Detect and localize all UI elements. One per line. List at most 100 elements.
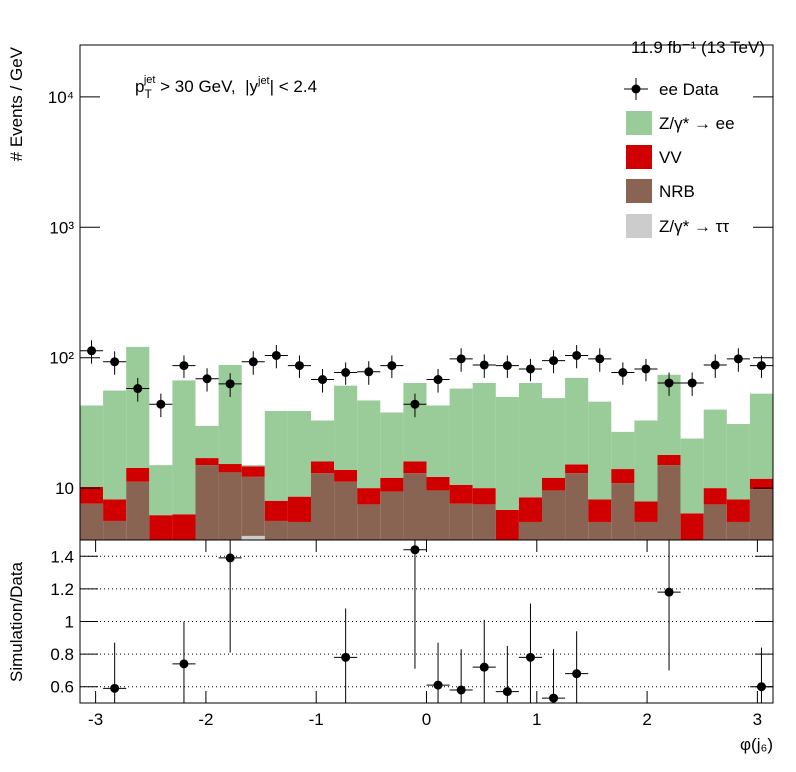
stack-segment	[103, 520, 127, 540]
data-point	[502, 361, 512, 371]
stack-segment	[495, 509, 519, 540]
stack-segment	[334, 481, 358, 540]
stack-segment	[149, 465, 173, 516]
legend-swatch	[626, 111, 652, 135]
data-point	[456, 685, 466, 695]
stack-segment	[518, 497, 542, 522]
data-point	[525, 652, 535, 662]
stack-segment	[311, 473, 335, 540]
data-point	[525, 364, 535, 374]
stack-segment	[403, 473, 427, 540]
data-point	[664, 378, 674, 388]
data-point	[549, 356, 559, 366]
main-plot	[80, 340, 773, 540]
stack-segment	[357, 400, 381, 489]
data-point	[664, 587, 674, 597]
data-point	[433, 680, 443, 690]
stack-segment	[218, 472, 242, 540]
stack-segment	[126, 346, 150, 468]
stack-segment	[357, 488, 381, 505]
stack-segment	[287, 411, 311, 497]
stack-segment	[565, 473, 589, 540]
legend-label: Z/γ* → ee	[659, 114, 735, 133]
stack-segment	[749, 393, 773, 479]
x-tick-label: -2	[198, 710, 213, 729]
data-point	[479, 662, 489, 672]
stack-segment	[495, 396, 519, 510]
legend-swatch	[626, 214, 652, 238]
stack-segment	[241, 465, 265, 467]
legend-label: Z/γ* → ττ	[659, 217, 729, 236]
data-point	[156, 399, 166, 409]
data-point	[618, 368, 628, 378]
stack-segment	[334, 469, 358, 482]
stack-segment	[149, 515, 173, 540]
stack-segment	[703, 409, 727, 489]
stack-segment	[657, 454, 681, 466]
stack-segment	[611, 483, 635, 540]
stack-segment	[334, 385, 358, 470]
stack-segment	[103, 499, 127, 521]
data-point	[572, 350, 582, 360]
stack-segment	[588, 521, 612, 540]
stack-segment	[426, 476, 450, 491]
data-point	[202, 374, 212, 384]
data-point	[110, 683, 120, 693]
stack-segment	[195, 465, 219, 540]
legend-label: ee Data	[659, 80, 719, 99]
annotation-part: | < 2.4	[270, 77, 317, 96]
x-tick-label: 2	[642, 710, 651, 729]
data-point	[225, 379, 235, 389]
data-point	[133, 384, 143, 394]
chart-title: 11.9 fb⁻¹ (13 TeV)	[631, 38, 765, 57]
data-point	[179, 361, 189, 371]
stack-segment	[80, 405, 104, 487]
stack-segment	[703, 504, 727, 540]
data-point	[225, 553, 235, 563]
stack-segment	[726, 499, 750, 522]
data-point	[341, 368, 351, 378]
stack-segment	[103, 390, 127, 500]
y-tick-label: 1.2	[50, 580, 74, 599]
stack-segment	[726, 521, 750, 540]
stack-segment	[426, 490, 450, 540]
y-tick-label: 10³	[49, 218, 74, 237]
stack-segment	[357, 504, 381, 540]
stack-segment	[518, 521, 542, 540]
data-point	[710, 360, 720, 370]
stack-segment	[472, 504, 496, 540]
y-axis-label: # Events / GeV	[7, 46, 26, 161]
stack-segment	[403, 461, 427, 474]
stack-segment	[449, 484, 473, 504]
annotation-part: jet	[143, 74, 156, 86]
data-point	[502, 687, 512, 697]
stack-segment	[542, 490, 566, 540]
stack-segment	[380, 477, 404, 492]
y-tick-label: 1.4	[50, 547, 74, 566]
stack-segment	[80, 503, 104, 540]
y-tick-label: 0.6	[50, 678, 74, 697]
annotation-part: > 30 GeV, |y	[155, 77, 258, 96]
data-point	[364, 367, 374, 377]
stack-segment	[634, 521, 658, 540]
stack-segment	[126, 467, 150, 482]
data-point	[294, 361, 304, 371]
x-tick-label: 0	[422, 710, 431, 729]
stack-segment	[426, 405, 450, 477]
stack-segment	[241, 476, 265, 536]
stack-segment	[518, 382, 542, 498]
stack-segment	[311, 461, 335, 474]
data-point	[318, 375, 328, 385]
data-point	[87, 346, 97, 356]
stack-segment	[472, 488, 496, 505]
stack-segment	[634, 420, 658, 502]
stack-segment	[311, 420, 335, 462]
data-point	[687, 378, 697, 388]
data-point	[341, 652, 351, 662]
y-tick-label: 10	[55, 479, 74, 498]
stack-segment	[657, 465, 681, 540]
stack-segment	[611, 469, 635, 484]
stack-segment	[264, 411, 288, 501]
stack-segment	[680, 438, 704, 514]
